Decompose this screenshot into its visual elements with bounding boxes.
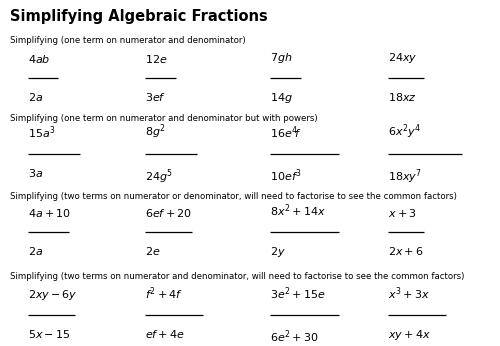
Text: $f^{2}+4f$: $f^{2}+4f$ [145, 285, 183, 302]
Text: $xy+4x$: $xy+4x$ [388, 328, 430, 342]
Text: $7gh$: $7gh$ [270, 51, 292, 65]
Text: $2xy-6y$: $2xy-6y$ [28, 288, 77, 302]
Text: $2x+6$: $2x+6$ [388, 245, 423, 257]
Text: $4ab$: $4ab$ [28, 53, 50, 65]
Text: $8x^{2}+14x$: $8x^{2}+14x$ [270, 202, 326, 219]
Text: $3a$: $3a$ [28, 167, 42, 179]
Text: $24g^{5}$: $24g^{5}$ [145, 167, 173, 186]
Text: $6e^{2}+30$: $6e^{2}+30$ [270, 328, 318, 345]
Text: $24xy$: $24xy$ [388, 51, 417, 65]
Text: $16e^{4}\!f$: $16e^{4}\!f$ [270, 124, 302, 141]
Text: $ef+4e$: $ef+4e$ [145, 328, 185, 340]
Text: $2a$: $2a$ [28, 91, 42, 103]
Text: Simplifying Algebraic Fractions: Simplifying Algebraic Fractions [10, 9, 268, 24]
Text: $x^{3}+3x$: $x^{3}+3x$ [388, 285, 430, 302]
Text: Simplifying (one term on numerator and denominator but with powers): Simplifying (one term on numerator and d… [10, 114, 318, 123]
Text: $18xz$: $18xz$ [388, 91, 416, 103]
Text: $18xy^{7}$: $18xy^{7}$ [388, 167, 422, 186]
Text: $4a+10$: $4a+10$ [28, 207, 70, 219]
Text: $2y$: $2y$ [270, 245, 286, 259]
Text: $2e$: $2e$ [145, 245, 160, 257]
Text: $15a^{3}$: $15a^{3}$ [28, 124, 55, 141]
Text: $12e$: $12e$ [145, 53, 168, 65]
Text: Simplifying (two terms on numerator and denominator, will need to factorise to s: Simplifying (two terms on numerator and … [10, 272, 464, 281]
Text: $8g^{2}$: $8g^{2}$ [145, 122, 166, 141]
Text: $2a$: $2a$ [28, 245, 42, 257]
Text: Simplifying (two terms on numerator or denominator, will need to factorise to se: Simplifying (two terms on numerator or d… [10, 192, 457, 201]
Text: $14g$: $14g$ [270, 91, 293, 105]
Text: $3e^{2}+15e$: $3e^{2}+15e$ [270, 285, 326, 302]
Text: Simplifying (one term on numerator and denominator): Simplifying (one term on numerator and d… [10, 36, 246, 45]
Text: $10ef^{3}$: $10ef^{3}$ [270, 167, 302, 184]
Text: $6x^{2}y^{4}$: $6x^{2}y^{4}$ [388, 122, 420, 141]
Text: $x+3$: $x+3$ [388, 207, 416, 219]
Text: $3ef$: $3ef$ [145, 91, 166, 103]
Text: $6ef+20$: $6ef+20$ [145, 207, 192, 219]
Text: $5x-15$: $5x-15$ [28, 328, 70, 340]
